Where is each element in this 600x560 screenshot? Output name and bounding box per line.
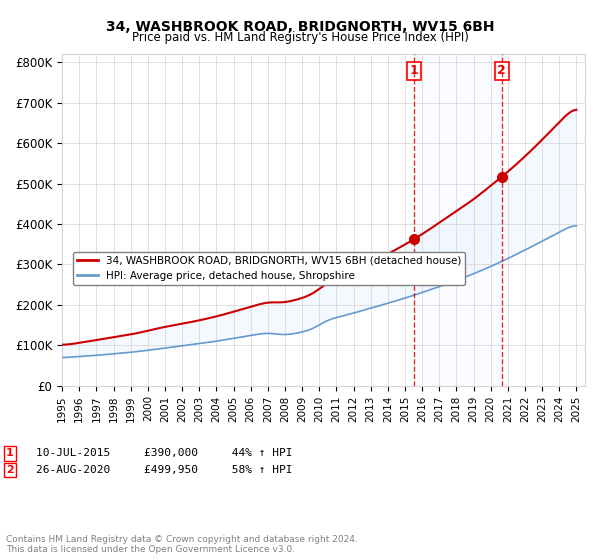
Text: 26-AUG-2020     £499,950     58% ↑ HPI: 26-AUG-2020 £499,950 58% ↑ HPI — [36, 465, 293, 475]
Bar — [414, 54, 502, 386]
Text: 2: 2 — [497, 64, 506, 77]
Text: 1: 1 — [410, 64, 418, 77]
Legend: 34, WASHBROOK ROAD, BRIDGNORTH, WV15 6BH (detached house), HPI: Average price, d: 34, WASHBROOK ROAD, BRIDGNORTH, WV15 6BH… — [73, 251, 466, 285]
Text: Contains HM Land Registry data © Crown copyright and database right 2024.
This d: Contains HM Land Registry data © Crown c… — [6, 535, 358, 554]
Text: 10-JUL-2015     £390,000     44% ↑ HPI: 10-JUL-2015 £390,000 44% ↑ HPI — [36, 449, 293, 459]
Text: 34, WASHBROOK ROAD, BRIDGNORTH, WV15 6BH: 34, WASHBROOK ROAD, BRIDGNORTH, WV15 6BH — [106, 20, 494, 34]
Text: Price paid vs. HM Land Registry's House Price Index (HPI): Price paid vs. HM Land Registry's House … — [131, 31, 469, 44]
Text: 1: 1 — [6, 449, 14, 459]
Text: 2: 2 — [6, 465, 14, 475]
